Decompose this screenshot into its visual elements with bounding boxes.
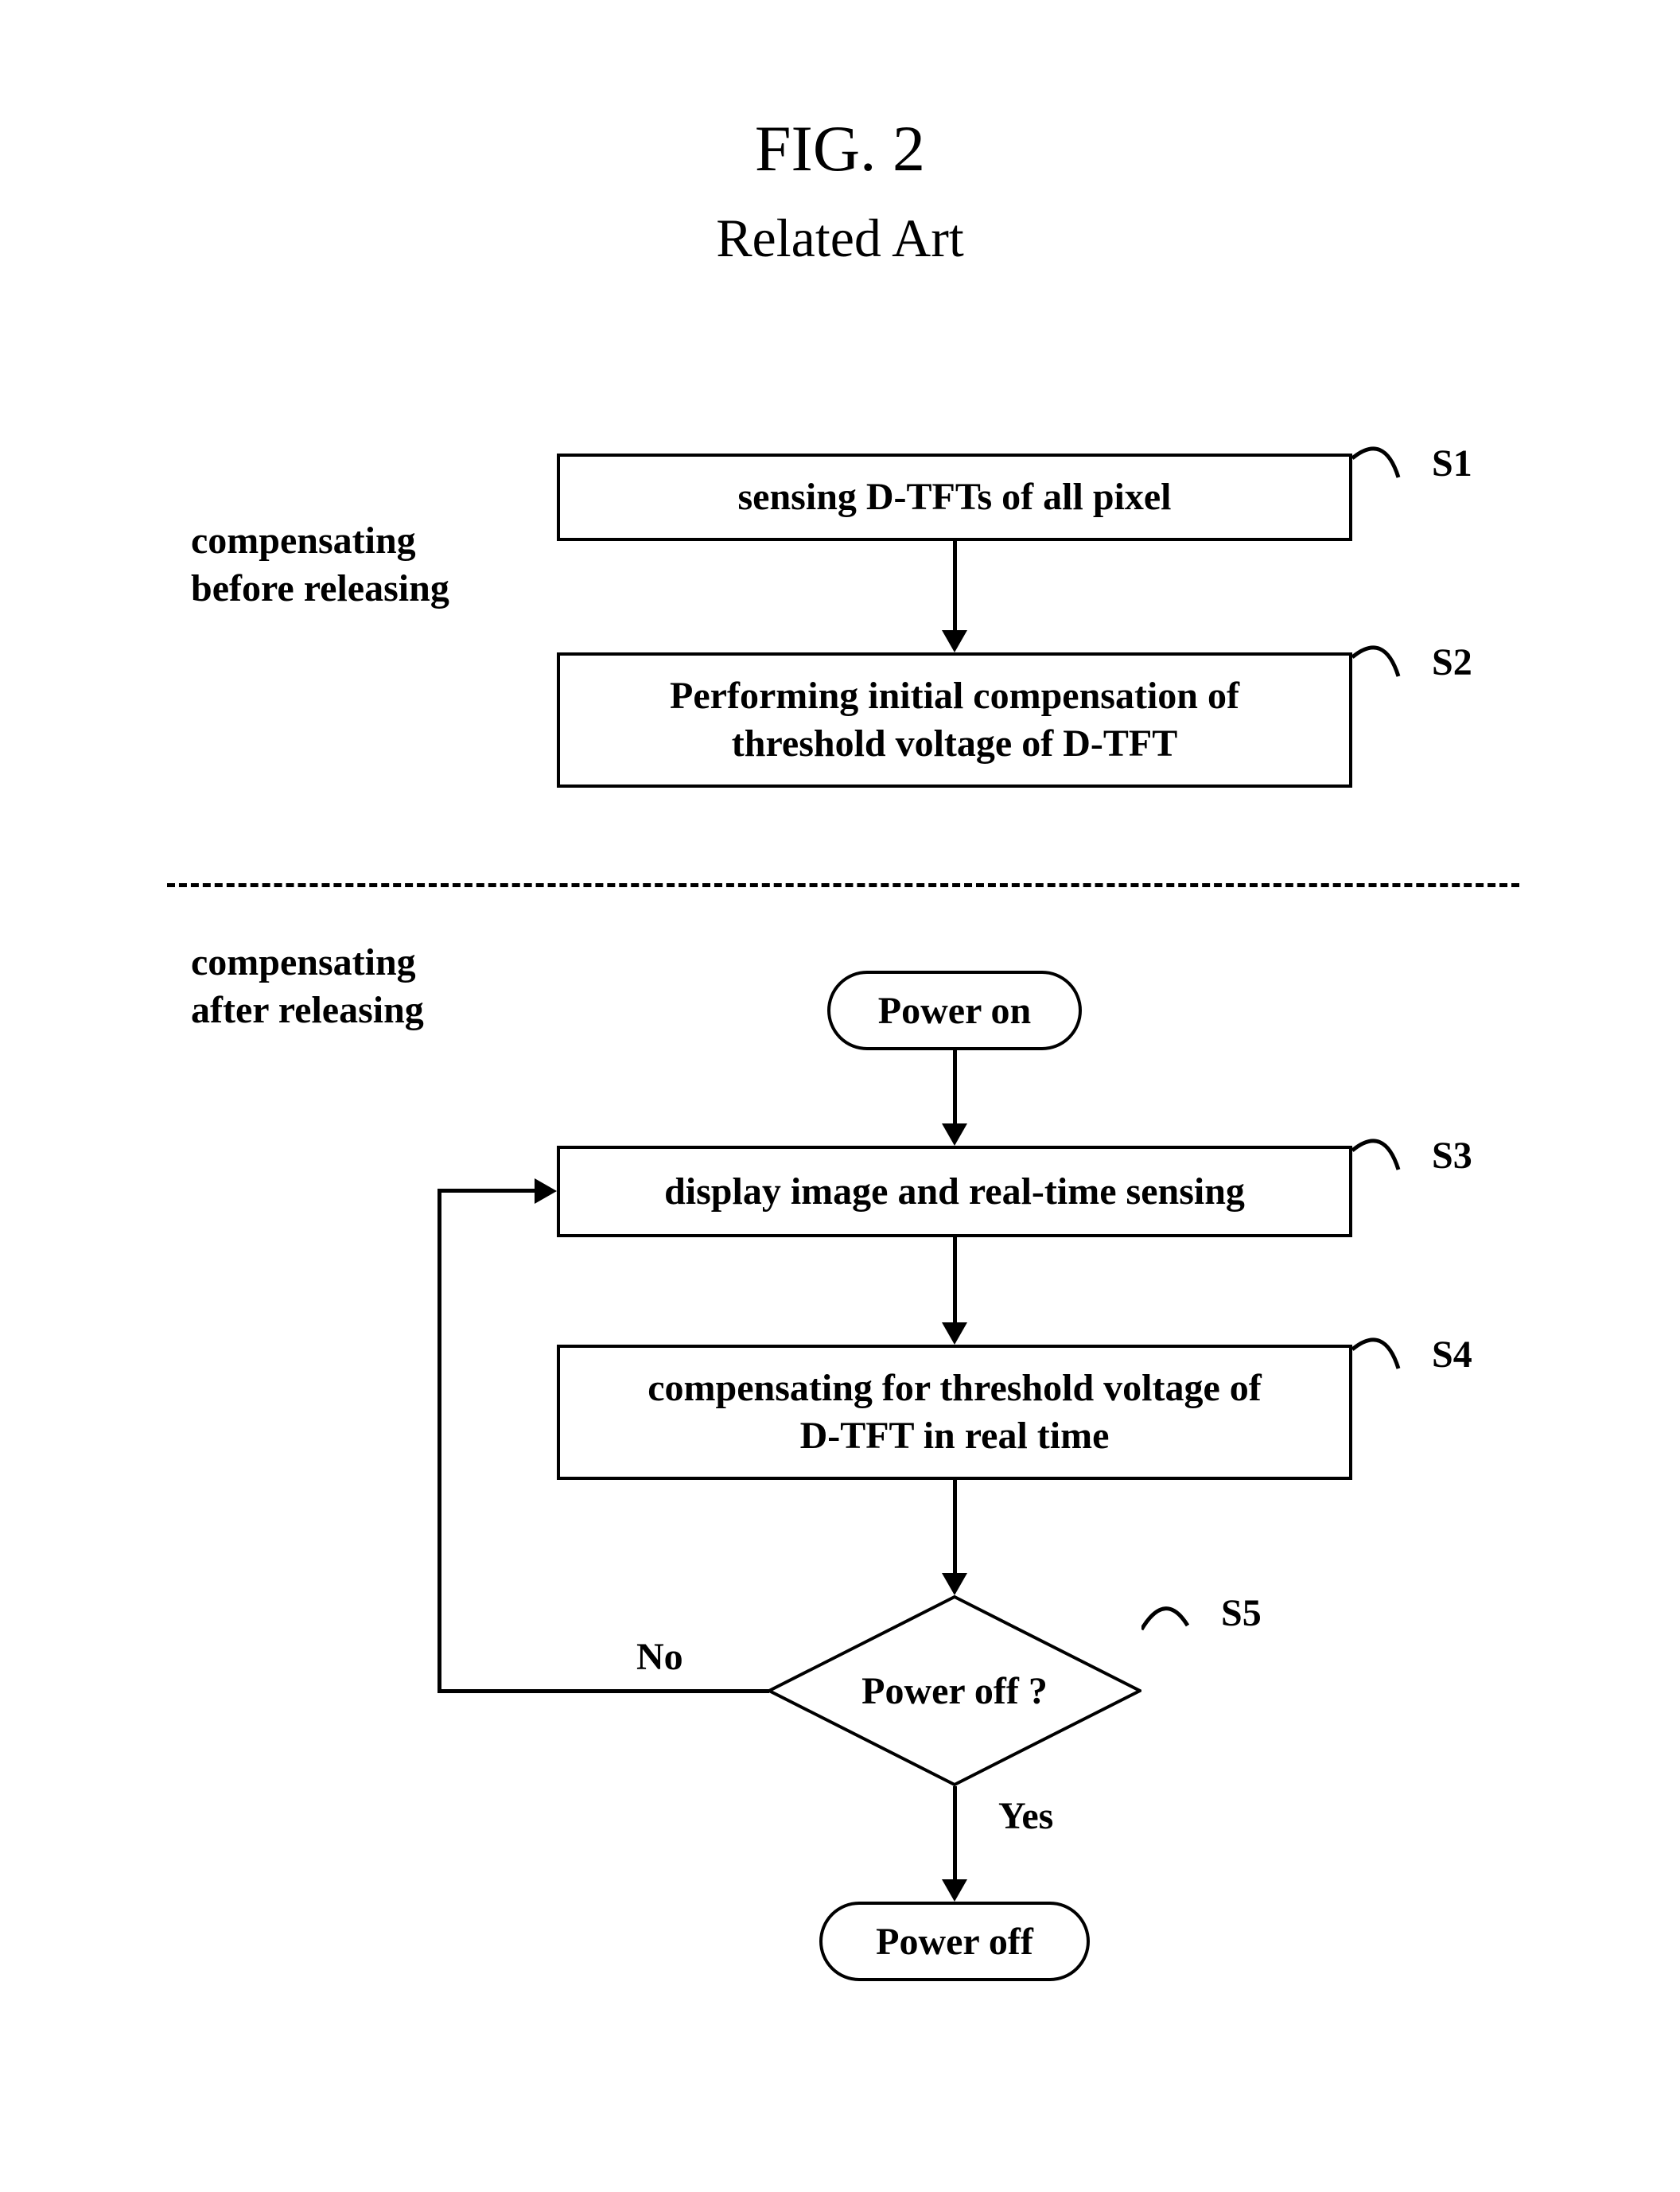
yes-branch-arrowhead bbox=[942, 1879, 967, 1902]
section-separator bbox=[167, 883, 1519, 887]
s2-connector bbox=[1352, 643, 1424, 683]
branch-yes-label: Yes bbox=[998, 1794, 1053, 1838]
section-after-label: compensating after releasing bbox=[191, 939, 424, 1034]
step-s3-box: display image and real-time sensing bbox=[557, 1146, 1352, 1237]
s4-connector bbox=[1352, 1335, 1424, 1375]
figure-title: FIG. 2 bbox=[0, 111, 1680, 186]
step-s3-label: S3 bbox=[1432, 1134, 1472, 1178]
step-s5-text: Power off ? bbox=[768, 1595, 1141, 1786]
step-s4-box: compensating for threshold voltage of D-… bbox=[557, 1345, 1352, 1480]
step-s3-text: display image and real-time sensing bbox=[664, 1168, 1245, 1216]
no-branch-v bbox=[438, 1189, 441, 1693]
step-s2-label: S2 bbox=[1432, 640, 1472, 684]
arrow-s4-s5-line bbox=[953, 1480, 957, 1575]
no-branch-h1 bbox=[438, 1689, 769, 1693]
step-s2-box: Performing initial compensation of thres… bbox=[557, 652, 1352, 788]
arrow-s4-s5-head bbox=[942, 1573, 967, 1595]
page: FIG. 2 Related Art compensating before r… bbox=[0, 0, 1680, 2192]
power-off-terminator: Power off bbox=[819, 1902, 1090, 1981]
step-s4-label: S4 bbox=[1432, 1333, 1472, 1376]
arrow-on-s3-head bbox=[942, 1123, 967, 1146]
s5-connector bbox=[1141, 1590, 1213, 1637]
step-s5-label: S5 bbox=[1221, 1591, 1262, 1635]
step-s1-label: S1 bbox=[1432, 442, 1472, 485]
s1-connector bbox=[1352, 444, 1424, 484]
power-on-text: Power on bbox=[878, 989, 1031, 1033]
step-s2-text: Performing initial compensation of thres… bbox=[670, 672, 1239, 768]
yes-branch-line bbox=[953, 1786, 957, 1882]
arrow-s1-s2-head bbox=[942, 630, 967, 652]
no-branch-arrowhead bbox=[535, 1178, 557, 1204]
no-branch-h2 bbox=[438, 1189, 535, 1193]
arrow-s1-s2-line bbox=[953, 541, 957, 633]
power-on-terminator: Power on bbox=[827, 971, 1082, 1050]
branch-no-label: No bbox=[636, 1635, 683, 1679]
arrow-s3-s4-line bbox=[953, 1237, 957, 1325]
figure-subtitle: Related Art bbox=[0, 207, 1680, 270]
step-s4-text: compensating for threshold voltage of D-… bbox=[648, 1365, 1262, 1460]
step-s1-box: sensing D-TFTs of all pixel bbox=[557, 454, 1352, 541]
step-s1-text: sensing D-TFTs of all pixel bbox=[738, 473, 1172, 521]
step-s5-decision: Power off ? bbox=[768, 1595, 1141, 1786]
arrow-s3-s4-head bbox=[942, 1322, 967, 1345]
arrow-on-s3-line bbox=[953, 1050, 957, 1126]
section-before-label: compensating before releasing bbox=[191, 517, 449, 613]
power-off-text: Power off bbox=[876, 1920, 1033, 1964]
s3-connector bbox=[1352, 1136, 1424, 1176]
